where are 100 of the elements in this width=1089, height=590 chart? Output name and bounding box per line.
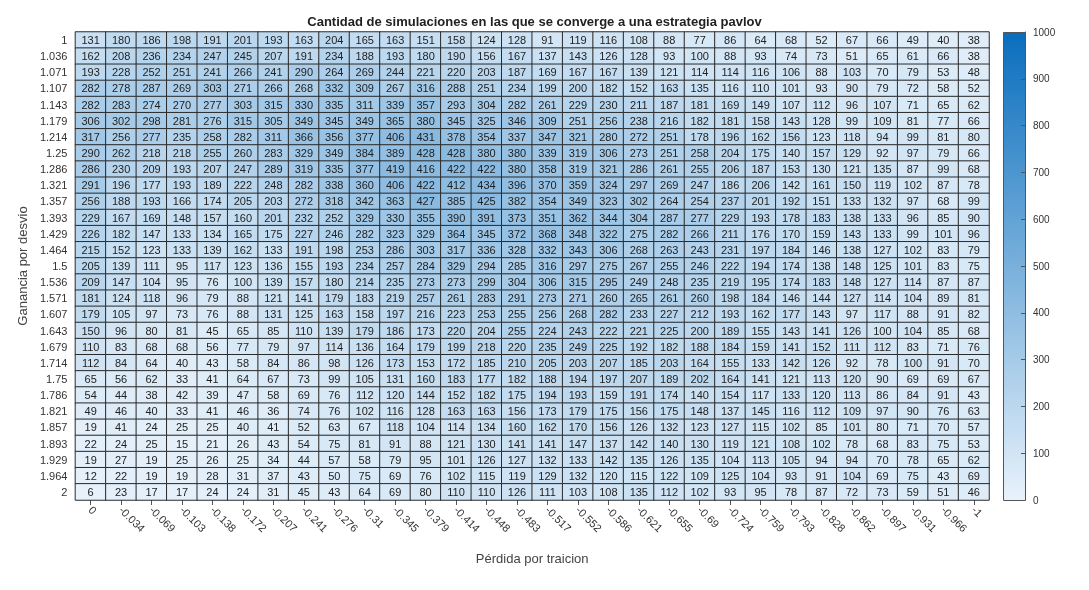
data-label: 133 bbox=[568, 453, 588, 466]
data-label: 33 bbox=[175, 405, 189, 418]
data-label: 140 bbox=[660, 437, 679, 450]
data-label: 156 bbox=[629, 405, 648, 418]
data-label: 257 bbox=[416, 292, 435, 305]
data-label: 246 bbox=[690, 260, 709, 272]
data-label: 76 bbox=[967, 340, 980, 353]
data-label: 113 bbox=[843, 389, 861, 402]
data-label: 69 bbox=[389, 485, 402, 498]
data-label: 66 bbox=[967, 114, 980, 127]
color-bar-label: 400 bbox=[1033, 307, 1051, 319]
data-label: 251 bbox=[660, 130, 679, 143]
data-label: 77 bbox=[937, 114, 950, 127]
data-label: 123 bbox=[233, 260, 253, 272]
data-label: 19 bbox=[84, 453, 97, 466]
data-label: 128 bbox=[507, 34, 527, 47]
data-label: 113 bbox=[751, 453, 770, 466]
data-label: 155 bbox=[720, 356, 740, 369]
data-label: 69 bbox=[937, 372, 950, 385]
data-label: 264 bbox=[660, 195, 679, 208]
data-label: 229 bbox=[81, 211, 100, 224]
data-label: 101 bbox=[934, 227, 953, 240]
data-label: 188 bbox=[690, 340, 709, 353]
data-label: 105 bbox=[781, 453, 801, 466]
data-label: 212 bbox=[690, 308, 709, 321]
data-label: 380 bbox=[507, 163, 527, 176]
y-tick-label: 1.464 bbox=[39, 243, 68, 256]
data-label: 126 bbox=[842, 324, 862, 337]
data-label: 277 bbox=[690, 211, 709, 224]
data-label: 88 bbox=[906, 308, 919, 321]
data-label: 227 bbox=[294, 227, 313, 240]
data-label: 306 bbox=[599, 147, 618, 160]
data-label: 193 bbox=[568, 389, 588, 402]
data-label: 256 bbox=[538, 308, 557, 321]
data-label: 349 bbox=[294, 114, 313, 127]
data-label: 188 bbox=[538, 372, 557, 385]
data-label: 162 bbox=[538, 421, 557, 434]
data-label: 189 bbox=[203, 179, 222, 192]
data-label: 283 bbox=[111, 98, 131, 111]
data-label: 275 bbox=[599, 260, 618, 272]
data-label: 193 bbox=[751, 211, 770, 224]
data-label: 106 bbox=[781, 66, 801, 79]
data-label: 62 bbox=[967, 98, 980, 111]
data-label: 277 bbox=[142, 130, 161, 143]
data-label: 118 bbox=[142, 292, 161, 305]
data-label: 161 bbox=[812, 179, 831, 192]
y-tick-label: 1.714 bbox=[39, 356, 68, 369]
data-label: 289 bbox=[264, 163, 283, 176]
data-label: 269 bbox=[172, 82, 192, 95]
data-label: 70 bbox=[967, 356, 980, 369]
data-label: 127 bbox=[720, 421, 740, 434]
data-label: 100 bbox=[690, 50, 709, 63]
data-label: 119 bbox=[721, 437, 739, 450]
data-label: 79 bbox=[267, 340, 280, 353]
data-label: 153 bbox=[781, 163, 801, 176]
data-label: 91 bbox=[937, 389, 950, 402]
data-label: 198 bbox=[720, 292, 740, 305]
data-label: 69 bbox=[297, 389, 310, 402]
data-label: 121 bbox=[842, 163, 862, 176]
data-label: 246 bbox=[325, 227, 344, 240]
data-label: 255 bbox=[660, 260, 679, 272]
data-label: 121 bbox=[781, 372, 801, 385]
data-label: 68 bbox=[876, 437, 889, 450]
data-label: 139 bbox=[111, 260, 131, 272]
data-label: 139 bbox=[203, 243, 222, 256]
data-label: 31 bbox=[267, 485, 280, 498]
data-label: 88 bbox=[419, 437, 432, 450]
data-label: 131 bbox=[81, 34, 100, 47]
data-label: 167 bbox=[111, 211, 131, 224]
data-label: 155 bbox=[751, 324, 770, 337]
data-label: 56 bbox=[206, 340, 219, 353]
data-label: 141 bbox=[507, 437, 527, 450]
data-label: 130 bbox=[477, 437, 496, 450]
data-label: 128 bbox=[416, 405, 435, 418]
color-bar-label: 500 bbox=[1033, 260, 1051, 272]
data-label: 123 bbox=[690, 421, 709, 434]
data-label: 135 bbox=[873, 163, 892, 176]
data-label: 297 bbox=[629, 179, 648, 192]
data-label: 273 bbox=[446, 276, 466, 289]
data-label: 93 bbox=[754, 50, 767, 63]
data-label: 258 bbox=[203, 130, 222, 143]
data-label: 147 bbox=[568, 437, 588, 450]
data-label: 182 bbox=[690, 114, 709, 127]
data-label: 72 bbox=[845, 485, 859, 498]
data-label: 81 bbox=[967, 292, 980, 305]
x-tick-label: -0.69 bbox=[695, 503, 722, 530]
data-label: 146 bbox=[781, 292, 801, 305]
data-label: 76 bbox=[206, 308, 219, 321]
data-label: 182 bbox=[599, 82, 618, 95]
data-label: 406 bbox=[386, 179, 405, 192]
data-label: 104 bbox=[416, 421, 435, 434]
data-label: 175 bbox=[751, 147, 770, 160]
data-label: 261 bbox=[660, 163, 679, 176]
data-label: 81 bbox=[175, 324, 189, 337]
data-label: 90 bbox=[906, 405, 919, 418]
data-label: 83 bbox=[906, 437, 919, 450]
data-label: 277 bbox=[203, 98, 222, 111]
data-label: 126 bbox=[507, 485, 527, 498]
data-label: 272 bbox=[294, 195, 313, 208]
data-label: 268 bbox=[294, 82, 313, 95]
